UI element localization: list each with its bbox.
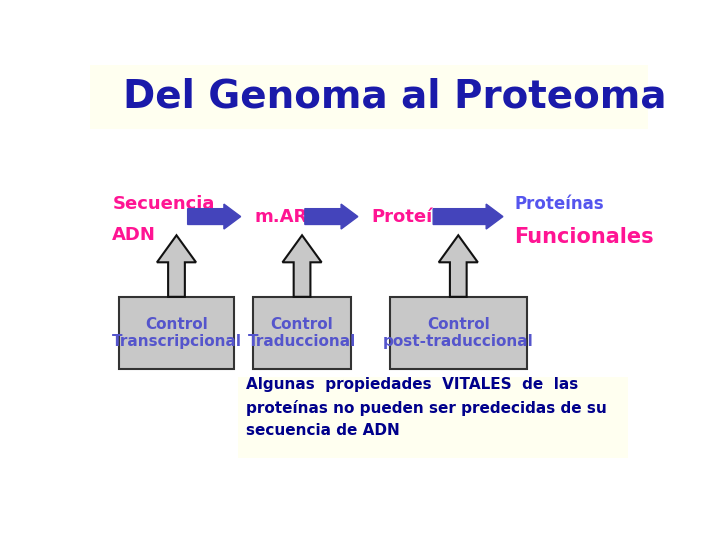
FancyBboxPatch shape	[390, 296, 526, 369]
FancyArrow shape	[305, 204, 358, 229]
Text: ADN: ADN	[112, 226, 156, 244]
Polygon shape	[157, 235, 196, 297]
FancyBboxPatch shape	[253, 296, 351, 369]
FancyBboxPatch shape	[90, 65, 648, 129]
Text: Control
Traduccional: Control Traduccional	[248, 317, 356, 349]
FancyArrow shape	[188, 204, 240, 229]
Text: Algunas  propiedades  VITALES  de  las
proteínas no pueden ser predecidas de su
: Algunas propiedades VITALES de las prote…	[246, 377, 607, 438]
Text: Proteínas: Proteínas	[372, 207, 469, 226]
FancyBboxPatch shape	[238, 377, 629, 458]
Text: Control
Transcripcional: Control Transcripcional	[112, 317, 241, 349]
Polygon shape	[282, 235, 322, 297]
Text: Secuencia: Secuencia	[112, 195, 215, 213]
Text: Del Genoma al Proteoma: Del Genoma al Proteoma	[124, 78, 667, 116]
Polygon shape	[438, 235, 478, 297]
Text: Funcionales: Funcionales	[514, 227, 654, 247]
Text: m.ARN: m.ARN	[255, 207, 323, 226]
Text: Proteínas: Proteínas	[514, 195, 603, 213]
FancyBboxPatch shape	[120, 296, 234, 369]
FancyArrow shape	[433, 204, 503, 229]
Text: Control
post-traduccional: Control post-traduccional	[383, 317, 534, 349]
